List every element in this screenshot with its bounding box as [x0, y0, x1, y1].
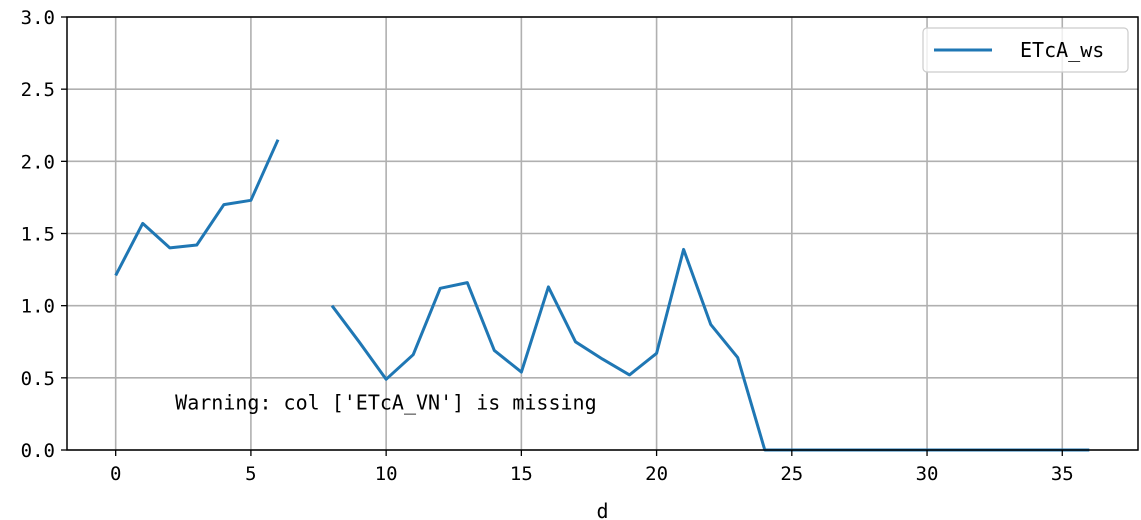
x-axis-label: d — [596, 499, 608, 520]
x-tick-label: 15 — [510, 463, 533, 485]
y-tick-label: 0.0 — [21, 440, 55, 462]
x-tick-label: 20 — [645, 463, 668, 485]
y-tick-label: 2.5 — [21, 79, 55, 101]
series-line-etca-ws — [114, 139, 280, 277]
x-ticks: 0 5 10 15 20 25 30 35 — [110, 450, 1074, 485]
y-tick-label: 2.0 — [21, 151, 55, 173]
legend-label-etca-ws: ETcA_ws — [1020, 38, 1104, 62]
x-tick-label: 0 — [110, 463, 121, 485]
y-tick-label: 3.0 — [21, 7, 55, 29]
x-tick-label: 10 — [375, 463, 398, 485]
x-tick-label: 5 — [245, 463, 256, 485]
legend-box — [922, 27, 1129, 73]
x-tick-label: 35 — [1051, 463, 1074, 485]
grid — [67, 16, 1138, 451]
y-ticks: 0.0 0.5 1.0 1.5 2.0 2.5 3.0 — [21, 7, 67, 462]
x-tick-label: 30 — [916, 463, 939, 485]
legend: ETcA_ws — [922, 27, 1129, 73]
y-tick-label: 0.5 — [21, 368, 55, 390]
y-tick-label: 1.5 — [21, 224, 55, 246]
y-tick-label: 1.0 — [21, 296, 55, 318]
x-tick-label: 25 — [780, 463, 803, 485]
series-line-etca-ws — [330, 247, 1090, 452]
warning-annotation: Warning: col ['ETcA_VN'] is missing — [175, 390, 596, 414]
